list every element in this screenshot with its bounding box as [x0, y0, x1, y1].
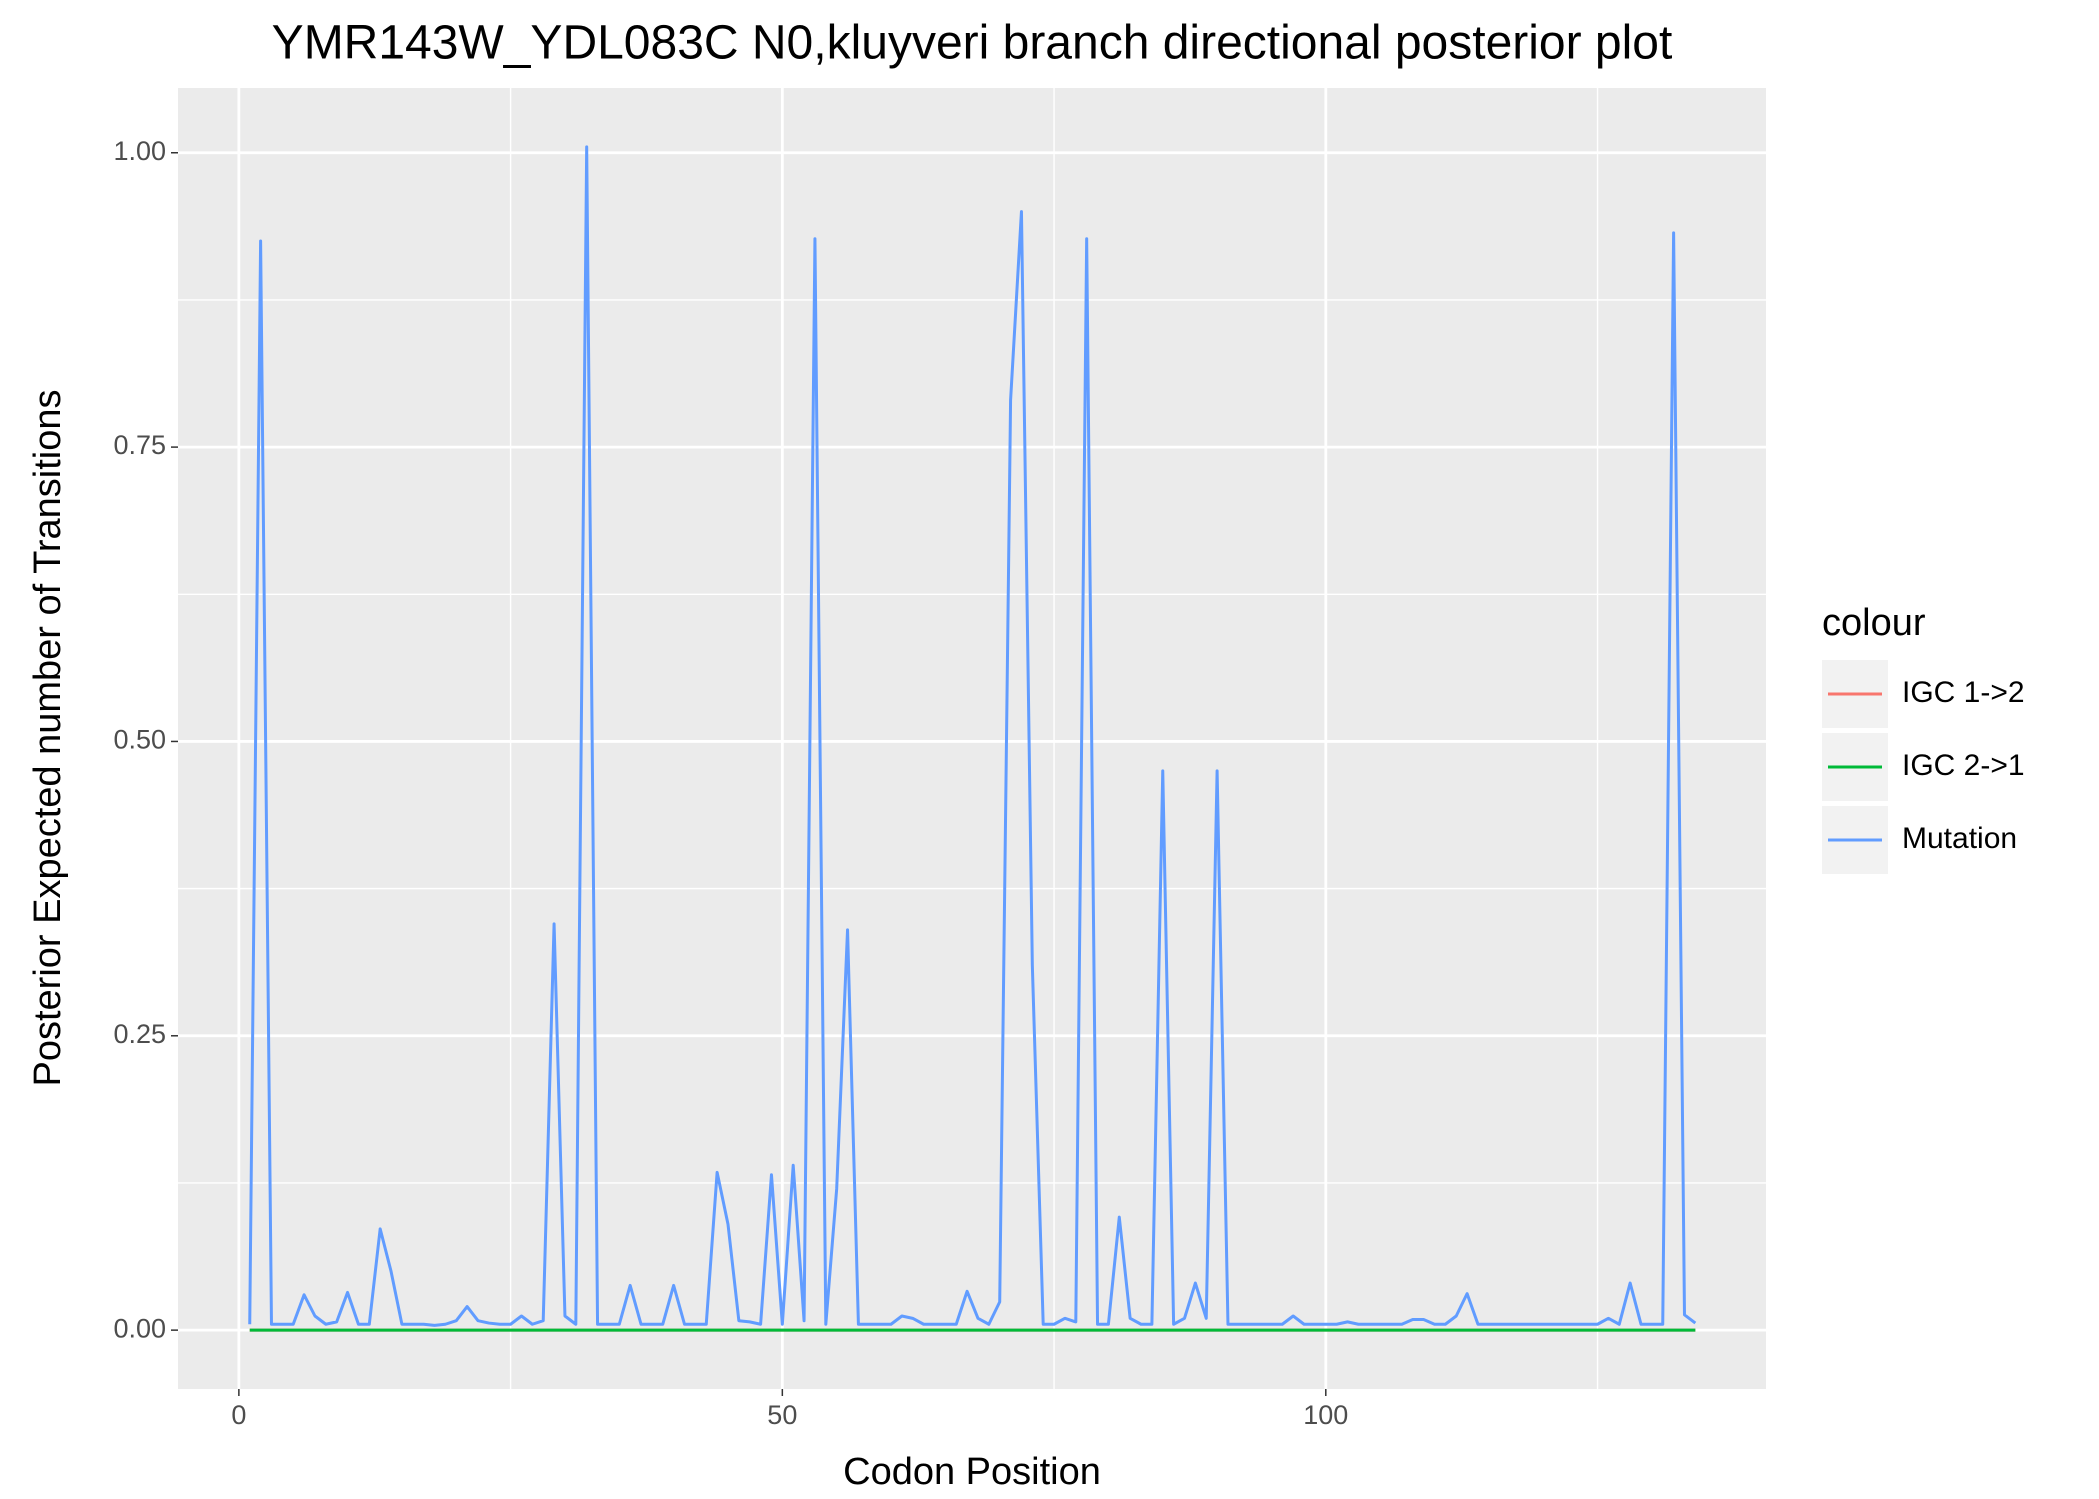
- x-tick-label: 50: [767, 1400, 797, 1430]
- legend-label: Mutation: [1902, 822, 2017, 855]
- legend-label: IGC 2->1: [1902, 749, 2025, 782]
- series-line: [248, 145, 1697, 1327]
- x-tick-label: 0: [231, 1400, 246, 1430]
- y-tick-label: 0.00: [113, 1313, 166, 1343]
- legend-label: IGC 1->2: [1902, 676, 2025, 709]
- x-tick-label: 100: [1303, 1400, 1348, 1430]
- y-tick-label: 1.00: [113, 136, 166, 166]
- y-tick-label: 0.25: [113, 1019, 166, 1049]
- x-axis-title: Codon Position: [843, 1451, 1101, 1493]
- y-tick-label: 0.50: [113, 725, 166, 755]
- legend-title: colour: [1822, 602, 1926, 644]
- plot-panel: [178, 88, 1766, 1389]
- y-axis-title: Posterior Expected number of Transitions: [27, 389, 69, 1086]
- y-tick-label: 0.75: [113, 430, 166, 460]
- chart-title: YMR143W_YDL083C N0,kluyveri branch direc…: [272, 17, 1673, 70]
